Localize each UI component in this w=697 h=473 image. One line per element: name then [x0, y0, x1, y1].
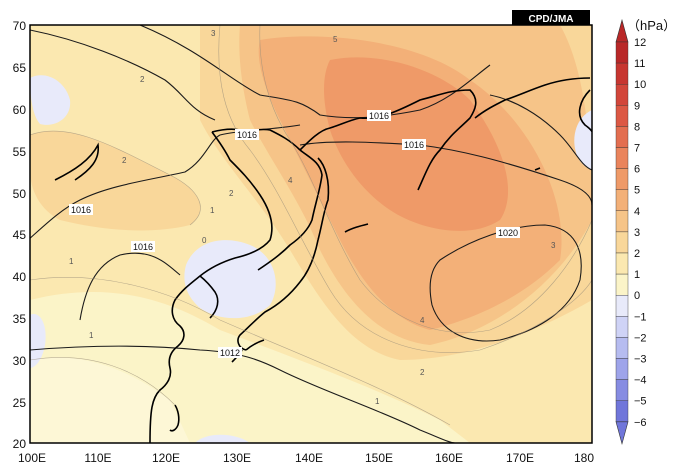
colorbar-tick: −4: [634, 375, 647, 387]
colorbar-cell: [615, 379, 629, 401]
colorbar-cell: [615, 189, 629, 211]
colorbar-cell: [615, 126, 629, 148]
credit-label: CPD/JMA: [528, 14, 573, 25]
colorbar-cell: [615, 210, 629, 233]
credit-box: CPD/JMA: [512, 10, 590, 25]
lon-tick: 130E: [223, 451, 251, 465]
lon-tick: 160E: [435, 451, 463, 465]
lat-tick: 20: [13, 437, 27, 451]
colorbar-cell: [615, 400, 629, 423]
colorbar-tick: −3: [634, 354, 647, 366]
colorbar-tick: 3: [634, 227, 640, 239]
svg-text:1016: 1016: [369, 111, 389, 121]
svg-text:4: 4: [420, 316, 425, 325]
lon-tick: 150E: [365, 451, 393, 465]
colorbar-cell: [615, 337, 629, 359]
lat-tick: 50: [13, 187, 27, 201]
lat-tick: 40: [13, 270, 27, 284]
colorbar-cell: [615, 105, 629, 127]
lat-tick: 60: [13, 103, 27, 117]
lat-tick: 55: [13, 145, 27, 159]
anomaly-contours: [30, 25, 592, 426]
svg-text:2: 2: [420, 368, 425, 377]
anomaly-labels: 3 5 2 2 4 2 1 0 1 1 4 2 1 3: [69, 29, 556, 406]
colorbar-min-arrow: [615, 421, 629, 445]
colorbar-cell: [615, 83, 629, 106]
svg-text:1: 1: [210, 206, 215, 215]
lon-tick: 120E: [152, 451, 180, 465]
colorbar-tick: −6: [634, 417, 647, 429]
svg-text:5: 5: [333, 35, 338, 44]
lon-tick: 170E: [506, 451, 534, 465]
svg-text:1016: 1016: [71, 205, 91, 215]
svg-text:1016: 1016: [404, 140, 424, 150]
svg-text:1: 1: [69, 257, 74, 266]
svg-text:4: 4: [288, 176, 293, 185]
lat-tick: 35: [13, 312, 27, 326]
colorbar-cell: [615, 41, 629, 64]
svg-text:2: 2: [122, 156, 127, 165]
lon-axis: 100E 110E 120E 130E 140E 150E 160E 170E …: [18, 451, 594, 465]
svg-text:1020: 1020: [498, 228, 518, 238]
lat-tick: 45: [13, 228, 27, 242]
colorbar-tick: −2: [634, 332, 647, 344]
colorbar-tick: 1: [634, 269, 640, 281]
colorbar-cell: [615, 358, 629, 380]
lon-tick: 100E: [18, 451, 46, 465]
colorbar-tick: −1: [634, 311, 647, 323]
svg-text:0: 0: [202, 236, 207, 245]
colorbar-cell: [615, 62, 629, 85]
colorbar-cell: [615, 168, 629, 190]
unit-label: （hPa）: [627, 18, 676, 33]
svg-text:1: 1: [89, 331, 94, 340]
colorbar-tick: 9: [634, 100, 640, 112]
colorbar-cell: [615, 231, 629, 254]
lat-tick: 25: [13, 396, 27, 410]
lat-tick: 30: [13, 354, 27, 368]
colorbar-cell: [615, 273, 629, 296]
colorbar-tick: 2: [634, 248, 640, 260]
svg-text:1016: 1016: [133, 242, 153, 252]
svg-text:1016: 1016: [237, 130, 257, 140]
colorbar-tick: 11: [634, 58, 645, 70]
colorbar-cell: [615, 252, 629, 275]
lon-tick: 110E: [84, 451, 111, 465]
svg-text:1012: 1012: [220, 348, 240, 358]
colorbar-tick: −5: [634, 396, 647, 408]
svg-text:2: 2: [140, 75, 145, 84]
svg-text:1: 1: [375, 397, 380, 406]
lat-tick: 65: [13, 61, 27, 75]
colorbar-cell: [615, 147, 629, 169]
colorbar-cell: [615, 295, 629, 317]
svg-text:2: 2: [229, 189, 234, 198]
colorbar-tick: 12: [634, 37, 646, 49]
colorbar-cell: [615, 316, 629, 338]
svg-text:3: 3: [551, 241, 556, 250]
colorbar-tick: 6: [634, 164, 640, 176]
colorbar-tick: 0: [634, 290, 640, 302]
colorbar-tick: 4: [634, 206, 640, 218]
isobar-lines: [30, 25, 592, 443]
colorbar-tick: 7: [634, 143, 640, 155]
isobar-labels: 1016 1016 1016 1016 1016 1012 1020: [69, 110, 520, 358]
lat-axis: 70 65 60 55 50 45 40 35 30 25 20: [13, 19, 27, 451]
colorbar-tick: 5: [634, 185, 640, 197]
lat-tick: 70: [13, 19, 27, 33]
lon-tick: 140E: [295, 451, 323, 465]
colorbar-tick: 10: [634, 79, 646, 91]
lon-tick: 180: [574, 451, 594, 465]
colorbar-tick: 8: [634, 121, 640, 133]
svg-text:3: 3: [211, 29, 216, 38]
coastlines: [54, 77, 592, 443]
plot-frame: [29, 24, 593, 444]
